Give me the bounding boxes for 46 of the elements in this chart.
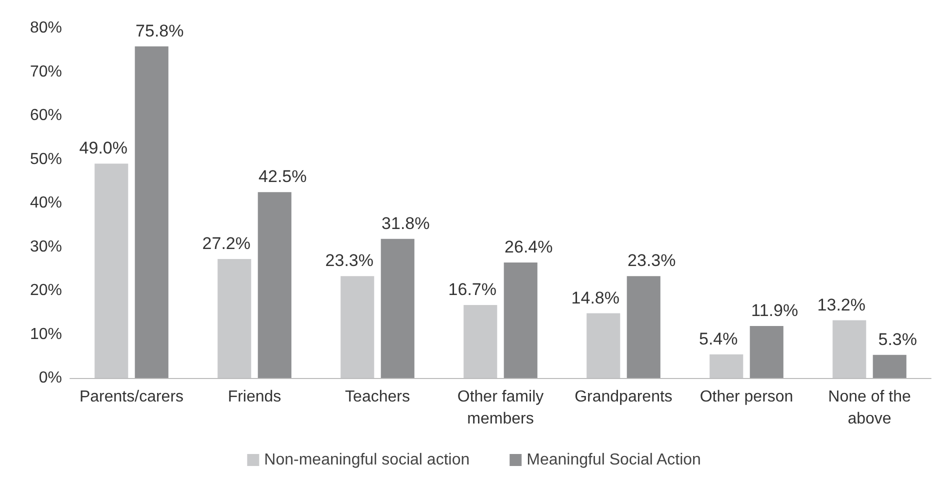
data-label: 16.7% — [448, 280, 496, 299]
y-tick-label: 30% — [30, 238, 62, 256]
x-tick-label: Teachers — [345, 388, 410, 406]
data-label: 31.8% — [382, 214, 430, 233]
y-tick-label: 20% — [30, 282, 62, 299]
bar — [626, 276, 660, 378]
x-tick-label: Grandparents — [574, 388, 672, 406]
bar — [872, 354, 906, 378]
bar — [258, 192, 292, 378]
bar — [134, 46, 168, 378]
data-label: 14.8% — [571, 288, 620, 308]
y-tick-label: 80% — [30, 20, 62, 36]
data-label: 13.2% — [817, 295, 866, 314]
x-tick-label: Other person — [700, 388, 794, 406]
y-tick-label: 60% — [30, 107, 62, 124]
bar — [504, 262, 538, 378]
bar — [750, 326, 784, 378]
y-tick-label: 50% — [30, 150, 62, 168]
bar — [586, 313, 620, 378]
data-label: 23.3% — [628, 251, 676, 270]
y-tick-label: 10% — [30, 326, 62, 343]
data-label: 75.8% — [136, 21, 184, 40]
y-tick-label: 70% — [30, 63, 62, 80]
data-label: 23.3% — [325, 251, 374, 270]
bar — [340, 276, 374, 378]
bar — [464, 304, 498, 378]
bar — [94, 164, 128, 378]
bar — [832, 320, 866, 378]
bar — [710, 354, 744, 378]
y-tick-label: 40% — [30, 194, 62, 212]
x-tick-label: Friends — [228, 388, 282, 406]
x-tick-label: None of the above — [828, 388, 911, 428]
data-label: 5.4% — [699, 329, 738, 348]
data-label: 11.9% — [751, 300, 798, 320]
data-label: 27.2% — [202, 234, 250, 253]
bar — [218, 259, 252, 378]
x-tick-label: Other family members — [457, 388, 544, 428]
y-tick-label: 0% — [38, 370, 62, 386]
legend-label: Non-meaningful social action — [264, 452, 470, 468]
bar — [380, 238, 414, 378]
data-label: 26.4% — [504, 238, 553, 256]
legend-label: Meaningful Social Action — [526, 452, 701, 468]
x-tick-label: Parents/carers — [79, 388, 184, 406]
data-label: 5.3% — [878, 330, 917, 349]
data-label: 49.0% — [79, 138, 128, 158]
data-label: 42.5% — [258, 167, 307, 186]
